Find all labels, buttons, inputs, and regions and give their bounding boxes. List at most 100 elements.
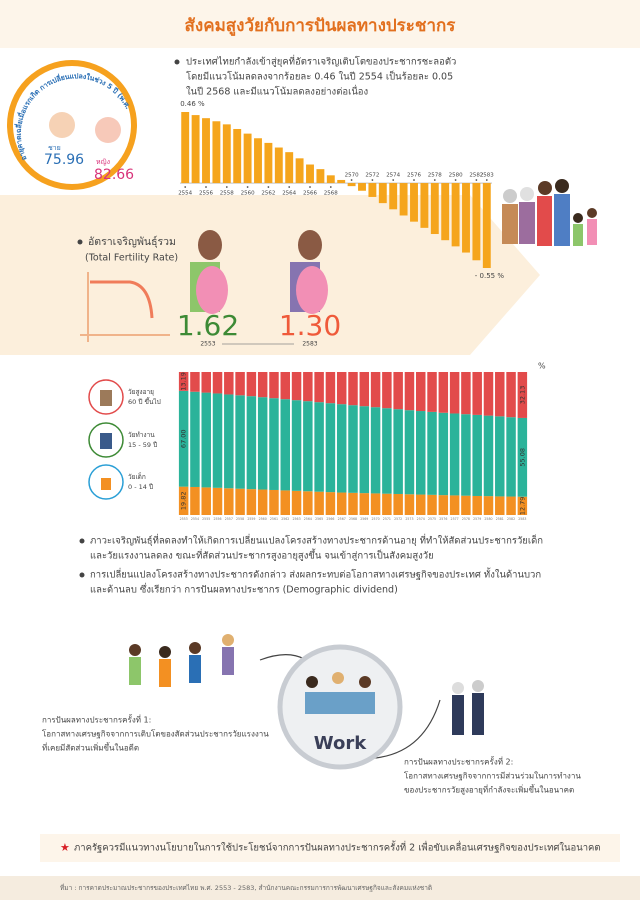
recommendation: ภาครัฐควรมีแนวทางนโยบายในการใช้ประโยชน์จ… [74,841,601,854]
recommendation-band [40,834,620,862]
stacked-bar-segment [495,372,505,417]
stacked-bar-segment [506,372,516,418]
tick-dot [392,179,395,181]
value-label: 12.79 [518,497,526,516]
elderly-workers [452,680,484,735]
x-tick-label: 2557 [225,517,233,521]
legend-icons [88,379,124,500]
stacked-bar-segment [325,372,336,404]
structure-text: และวัยแรงงานลดลง ขณะที่สัดส่วนประชากรสูง… [90,549,434,562]
stacked-bar-segment [201,372,211,393]
stacked-bar-segment [472,495,482,515]
stacked-bar-segment [336,492,347,515]
value-label: 32.13 [518,386,526,405]
stacked-bar-segment [495,496,505,515]
stacked-bar-segment [303,372,313,402]
stacked-bar-segment [472,372,482,415]
bar [410,183,418,222]
bar [430,183,439,235]
x-tick-label: 2576 [439,517,447,521]
stacked-bar-segment [280,490,290,515]
bar [264,142,273,184]
x-tick-label: 2555 [202,517,210,521]
stacked-bar-segment [483,415,494,497]
source: ที่มา : การคาดประมาณประชากรของประเทศไทย … [60,883,432,892]
x-tick-label: 2568 [349,517,357,521]
stacked-bar-segment [246,396,257,490]
value-label: 13.19 [180,372,188,391]
stacked-bar-segment [303,491,313,515]
value-label: 0.46 % [180,100,205,108]
x-tick-label: 2556 [213,517,221,521]
stacked-bar-segment [404,410,415,495]
bar [472,183,481,261]
stacked-bar-segment [235,488,245,515]
stacked-bar-segment [257,489,268,515]
stacked-bar-segment [416,372,426,412]
desk [305,692,375,714]
stacked-bar-segment [449,413,460,496]
stacked-bar-segment [449,495,460,515]
bar [451,183,460,247]
bar [482,183,491,268]
x-tick-label: 2578 [462,517,470,521]
stacked-bar-segment [325,403,336,493]
unit-label: % [538,362,546,371]
stacked-bar-segment [483,496,494,515]
x-tick-label: 2578 [428,173,442,179]
stacked-bar-segment [178,371,189,391]
stacked-bar-segment [235,372,245,396]
bar [191,115,200,184]
stacked-bar-segment [212,487,223,515]
x-tick-label: 2554 [191,517,199,521]
x-tick-label: 2558 [220,191,234,197]
tick-dot [454,179,457,181]
x-tick-label: 2561 [270,517,278,521]
stacked-bar-segment [370,372,381,408]
x-tick-label: 2566 [303,191,317,197]
x-tick-label: 2562 [261,191,275,197]
stacked-bar-segment [257,397,268,490]
x-tick-label: 2574 [417,517,425,521]
bar [420,183,429,228]
baby-icon [49,112,75,138]
female-value: 82.66 [94,167,134,183]
tick-dot [205,186,207,188]
bar [389,183,398,210]
stacked-bar-segment [235,395,245,489]
x-tick-label: 2583 [480,173,494,179]
stacked-bar-segment [348,492,358,515]
stacked-bar-segment [246,489,257,515]
stacked-bar-segment [461,372,471,415]
legend-label: วัยทำงาน [128,431,155,439]
structure-text: ภาวะเจริญพันธุ์ที่ลดลงทำให้เกิดการเปลี่ย… [90,534,543,547]
stacked-bar-segment [257,372,268,398]
x-tick-label: 2563 [292,517,300,521]
bar [212,121,221,184]
stacked-bar-segment [370,493,381,515]
x-tick-label: 2576 [407,173,421,179]
x-tick-label: 2581 [496,517,504,521]
bar [462,183,470,253]
female-label: หญิง [96,158,110,166]
stacked-bar-segment [246,372,257,397]
x-tick-label: 2574 [386,173,400,179]
x-tick-label: 2559 [247,517,255,521]
male-value: 75.96 [44,152,84,168]
stacked-bar-segment [325,492,336,515]
dividend-1: ที่เคยมีสัดส่วนเพิ่มขึ้นในอดีต [42,742,139,753]
stacked-bar-segment [472,414,482,496]
stacked-bar-segment [449,372,460,414]
stacked-bar-segment [212,372,223,394]
stacked-bar-segment [178,390,189,487]
x-tick-label: 2583 [518,517,526,521]
stacked-bar-segment [291,400,302,491]
bar [368,183,377,197]
header-band [0,0,640,48]
legend-label: วัยเด็ก [128,472,146,481]
stacked-bar-segment [461,414,471,496]
tick-dot [184,186,187,188]
stacked-bar-segment [427,494,437,515]
stacked-bar-segment [506,417,516,497]
growth-text: ประเทศไทยกำลังเข้าสู่ยุคที่อัตราเจริญเติ… [186,55,456,68]
